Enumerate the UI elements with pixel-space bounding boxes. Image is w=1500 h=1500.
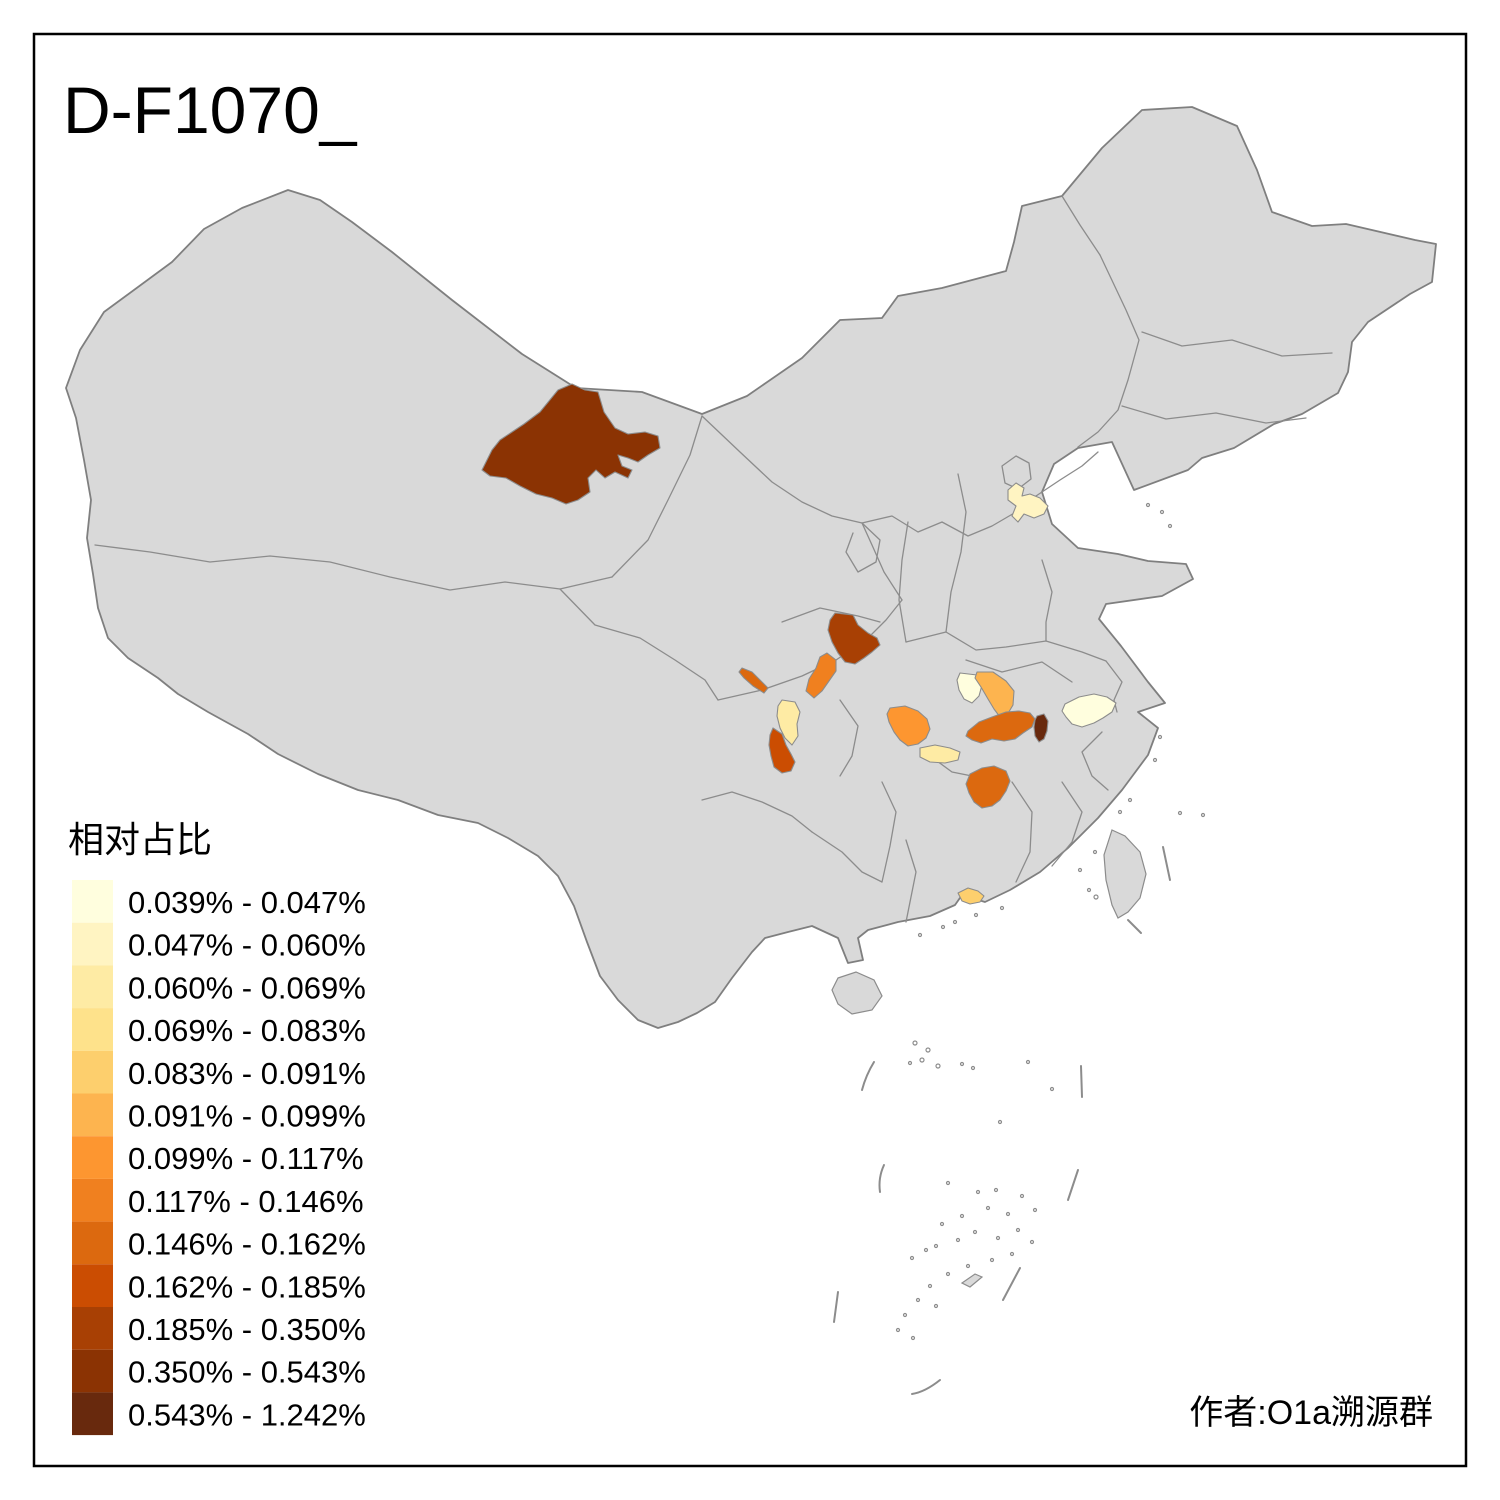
legend-swatch <box>72 1093 113 1137</box>
highlighted-region <box>827 612 881 665</box>
taiwan-island <box>1103 829 1147 919</box>
highlighted-region <box>965 710 1036 744</box>
legend-swatch <box>72 1050 113 1094</box>
legend-swatch <box>72 1008 113 1051</box>
highlighted-region <box>1007 482 1049 523</box>
sea-boundary-dashes <box>833 846 1171 1395</box>
legend-swatch <box>72 965 113 1009</box>
legend-label: 0.091% - 0.099% <box>128 1099 366 1134</box>
legend-swatch <box>72 1264 113 1307</box>
legend-label: 0.117% - 0.146% <box>128 1184 364 1219</box>
china-mainland-shape <box>65 106 1437 1029</box>
legend-label: 0.047% - 0.060% <box>128 928 366 963</box>
highlighted-region <box>776 699 801 746</box>
hainan-island <box>831 971 883 1015</box>
legend-swatch <box>72 880 113 923</box>
legend-label: 0.060% - 0.069% <box>128 970 366 1005</box>
highlighted-region <box>768 727 796 774</box>
highlighted-region <box>805 652 837 699</box>
legend-swatch <box>72 1307 113 1350</box>
page-title: D-F1070_ <box>63 73 358 147</box>
legend-label: 0.083% - 0.091% <box>128 1056 366 1091</box>
highlighted-region <box>738 667 769 694</box>
legend-label: 0.099% - 0.117% <box>128 1141 364 1176</box>
legend: 相对占比 0.039% - 0.047% 0.047% - 0.060% 0.0… <box>68 819 366 1436</box>
legend-title: 相对占比 <box>68 819 212 860</box>
legend-label: 0.039% - 0.047% <box>128 885 366 920</box>
legend-label: 0.543% - 1.242% <box>128 1397 366 1432</box>
highlighted-region <box>481 383 661 505</box>
figure-frame <box>32 32 1468 1468</box>
legend-label: 0.350% - 0.543% <box>128 1355 366 1390</box>
legend-label: 0.146% - 0.162% <box>128 1227 366 1262</box>
legend-label: 0.069% - 0.083% <box>128 1013 366 1048</box>
highlighted-region <box>919 744 961 764</box>
legend-swatch <box>72 1392 113 1436</box>
highlighted-region <box>886 705 931 747</box>
island-specks <box>895 502 1206 1341</box>
highlighted-region <box>1061 693 1117 728</box>
highlighted-region <box>1033 713 1049 743</box>
attribution-text: 作者:O1a溯源群 <box>1189 1394 1433 1432</box>
highlighted-region <box>965 765 1011 809</box>
legend-swatch <box>72 1221 113 1265</box>
legend-swatch <box>72 1349 113 1393</box>
legend-swatch <box>72 922 113 966</box>
legend-swatch <box>72 1178 113 1222</box>
legend-swatch <box>72 1136 113 1179</box>
province-borders <box>94 195 1333 923</box>
legend-label: 0.185% - 0.350% <box>128 1312 366 1347</box>
highlighted-region <box>957 887 985 905</box>
highlighted-regions <box>481 383 1117 905</box>
legend-label: 0.162% - 0.185% <box>128 1269 366 1304</box>
